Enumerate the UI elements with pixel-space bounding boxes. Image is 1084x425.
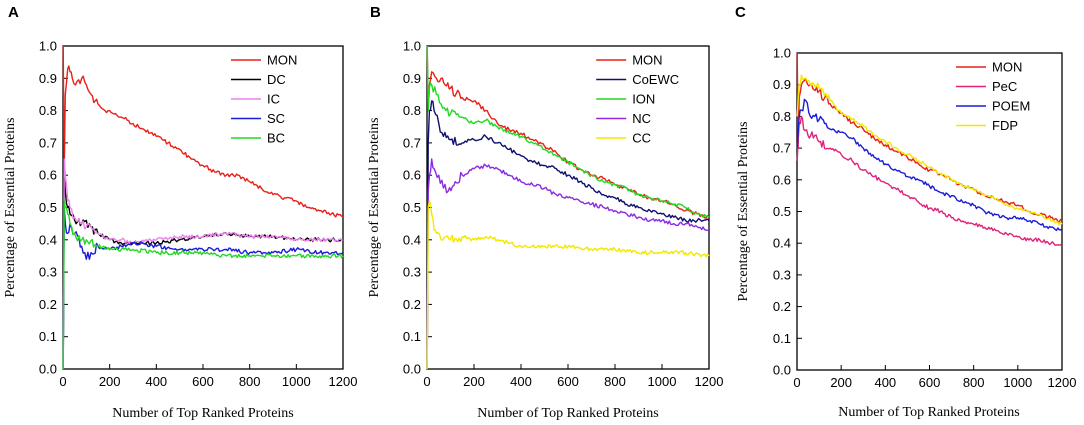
x-tick-label: 1200: [695, 374, 724, 389]
plot-frame: [426, 45, 710, 370]
series-line-nc: [426, 158, 710, 370]
series-line-mon: [62, 45, 344, 218]
y-tick-label: 0.9: [773, 77, 791, 92]
y-tick-label: 0.0: [773, 363, 791, 378]
x-tick-label: 200: [463, 374, 485, 389]
panel-c: C 0 200 400 600 800 1000 1200 0.0 0.1 0.2 0.3 0.4 0.…: [735, 4, 1076, 420]
y-tick-label: 0.5: [403, 200, 421, 215]
legend-label-fdp: FDP: [992, 118, 1018, 133]
x-tick-label: 200: [99, 374, 121, 389]
panel-letter-c: C: [735, 4, 746, 21]
y-tick-label: 0.1: [403, 329, 421, 344]
x-tick-label: 200: [830, 375, 852, 390]
series-line-fdp: [796, 74, 1063, 226]
y-tick-label: 0.6: [403, 168, 421, 183]
x-axis-title: Number of Top Ranked Proteins: [477, 406, 659, 421]
y-tick-label: 0.0: [39, 362, 57, 377]
y-tick-label: 0.4: [773, 236, 791, 251]
legend-label-mon: MON: [992, 60, 1022, 75]
series-line-sc: [62, 206, 344, 370]
y-tick-label: 0.5: [773, 204, 791, 219]
y-tick-label: 0.2: [773, 299, 791, 314]
y-tick-label: 0.1: [773, 331, 791, 346]
legend-label-coewc: CoEWC: [632, 72, 679, 87]
series-line-cc: [426, 200, 710, 370]
x-tick-label: 600: [919, 375, 941, 390]
y-tick-label: 0.9: [403, 71, 421, 86]
y-tick-label: 1.0: [39, 39, 57, 54]
y-axis-title: Percentage of Essential Proteins: [367, 117, 382, 297]
x-tick-label: 800: [239, 374, 261, 389]
y-axis-title: Percentage of Essential Proteins: [736, 121, 751, 301]
y-tick-label: 0.2: [39, 297, 57, 312]
legend-label-mon: MON: [632, 53, 662, 68]
legend-label-cc: CC: [632, 131, 651, 146]
legend-label-ic: IC: [267, 92, 280, 107]
x-tick-label: 600: [192, 374, 214, 389]
y-tick-label: 0.7: [403, 135, 421, 150]
x-tick-label: 0: [793, 375, 800, 390]
y-tick-label: 0.8: [39, 103, 57, 118]
panel-letter-b: B: [370, 4, 381, 21]
x-tick-label: 1200: [329, 374, 358, 389]
y-tick-label: 0.6: [39, 168, 57, 183]
y-tick-label: 0.7: [773, 141, 791, 156]
y-tick-label: 0.8: [773, 109, 791, 124]
series-line-mon: [796, 52, 1063, 223]
legend-label-pec: PeC: [992, 79, 1017, 94]
y-tick-label: 0.5: [39, 200, 57, 215]
plot-frame: [62, 45, 344, 370]
y-tick-label: 0.4: [39, 232, 57, 247]
y-tick-label: 0.7: [39, 135, 57, 150]
legend-label-ion: ION: [632, 92, 655, 107]
series-line-dc: [62, 174, 344, 370]
y-tick-label: 0.6: [773, 172, 791, 187]
series-line-bc: [62, 200, 344, 370]
y-tick-label: 0.1: [39, 329, 57, 344]
y-tick-label: 1.0: [403, 39, 421, 54]
panel-letter-a: A: [8, 4, 19, 21]
x-tick-label: 0: [59, 374, 66, 389]
legend-label-bc: BC: [267, 131, 285, 146]
x-tick-label: 400: [510, 374, 532, 389]
legend-label-nc: NC: [632, 111, 651, 126]
legend-label-mon: MON: [267, 53, 297, 68]
y-tick-label: 0.8: [403, 103, 421, 118]
series-line-pec: [796, 115, 1063, 247]
series-line-ic: [62, 158, 344, 370]
y-tick-label: 0.3: [403, 265, 421, 280]
legend-label-dc: DC: [267, 72, 286, 87]
x-tick-label: 1000: [1003, 375, 1032, 390]
series-line-coewc: [426, 100, 710, 370]
x-tick-label: 800: [963, 375, 985, 390]
x-tick-label: 0: [423, 374, 430, 389]
series-line-poem: [796, 98, 1063, 232]
y-tick-label: 0.2: [403, 297, 421, 312]
x-tick-label: 600: [557, 374, 579, 389]
panel-a: A 0 200 400 600 800 1000 1200 0.0 0.1 0.2 0.3 0.4 0.…: [3, 4, 357, 421]
y-tick-label: 0.3: [773, 267, 791, 282]
y-axis-title: Percentage of Essential Proteins: [3, 117, 18, 297]
x-tick-label: 400: [874, 375, 896, 390]
x-tick-label: 1200: [1048, 375, 1077, 390]
legend-label-poem: POEM: [992, 99, 1030, 114]
y-tick-label: 0.4: [403, 232, 421, 247]
y-tick-label: 1.0: [773, 46, 791, 61]
series-line-ion: [426, 45, 710, 218]
legend-label-sc: SC: [267, 111, 285, 126]
x-tick-label: 1000: [282, 374, 311, 389]
y-tick-label: 0.9: [39, 71, 57, 86]
x-tick-label: 800: [604, 374, 626, 389]
x-axis-title: Number of Top Ranked Proteins: [112, 406, 294, 421]
y-tick-label: 0.0: [403, 362, 421, 377]
x-axis-title: Number of Top Ranked Proteins: [838, 405, 1020, 420]
x-tick-label: 400: [145, 374, 167, 389]
y-tick-label: 0.3: [39, 265, 57, 280]
x-tick-label: 1000: [648, 374, 677, 389]
panel-b: B 0 200 400 600 800 1000 1200 0.0 0.1 0.2 0.3 0.4 0.…: [367, 4, 723, 421]
